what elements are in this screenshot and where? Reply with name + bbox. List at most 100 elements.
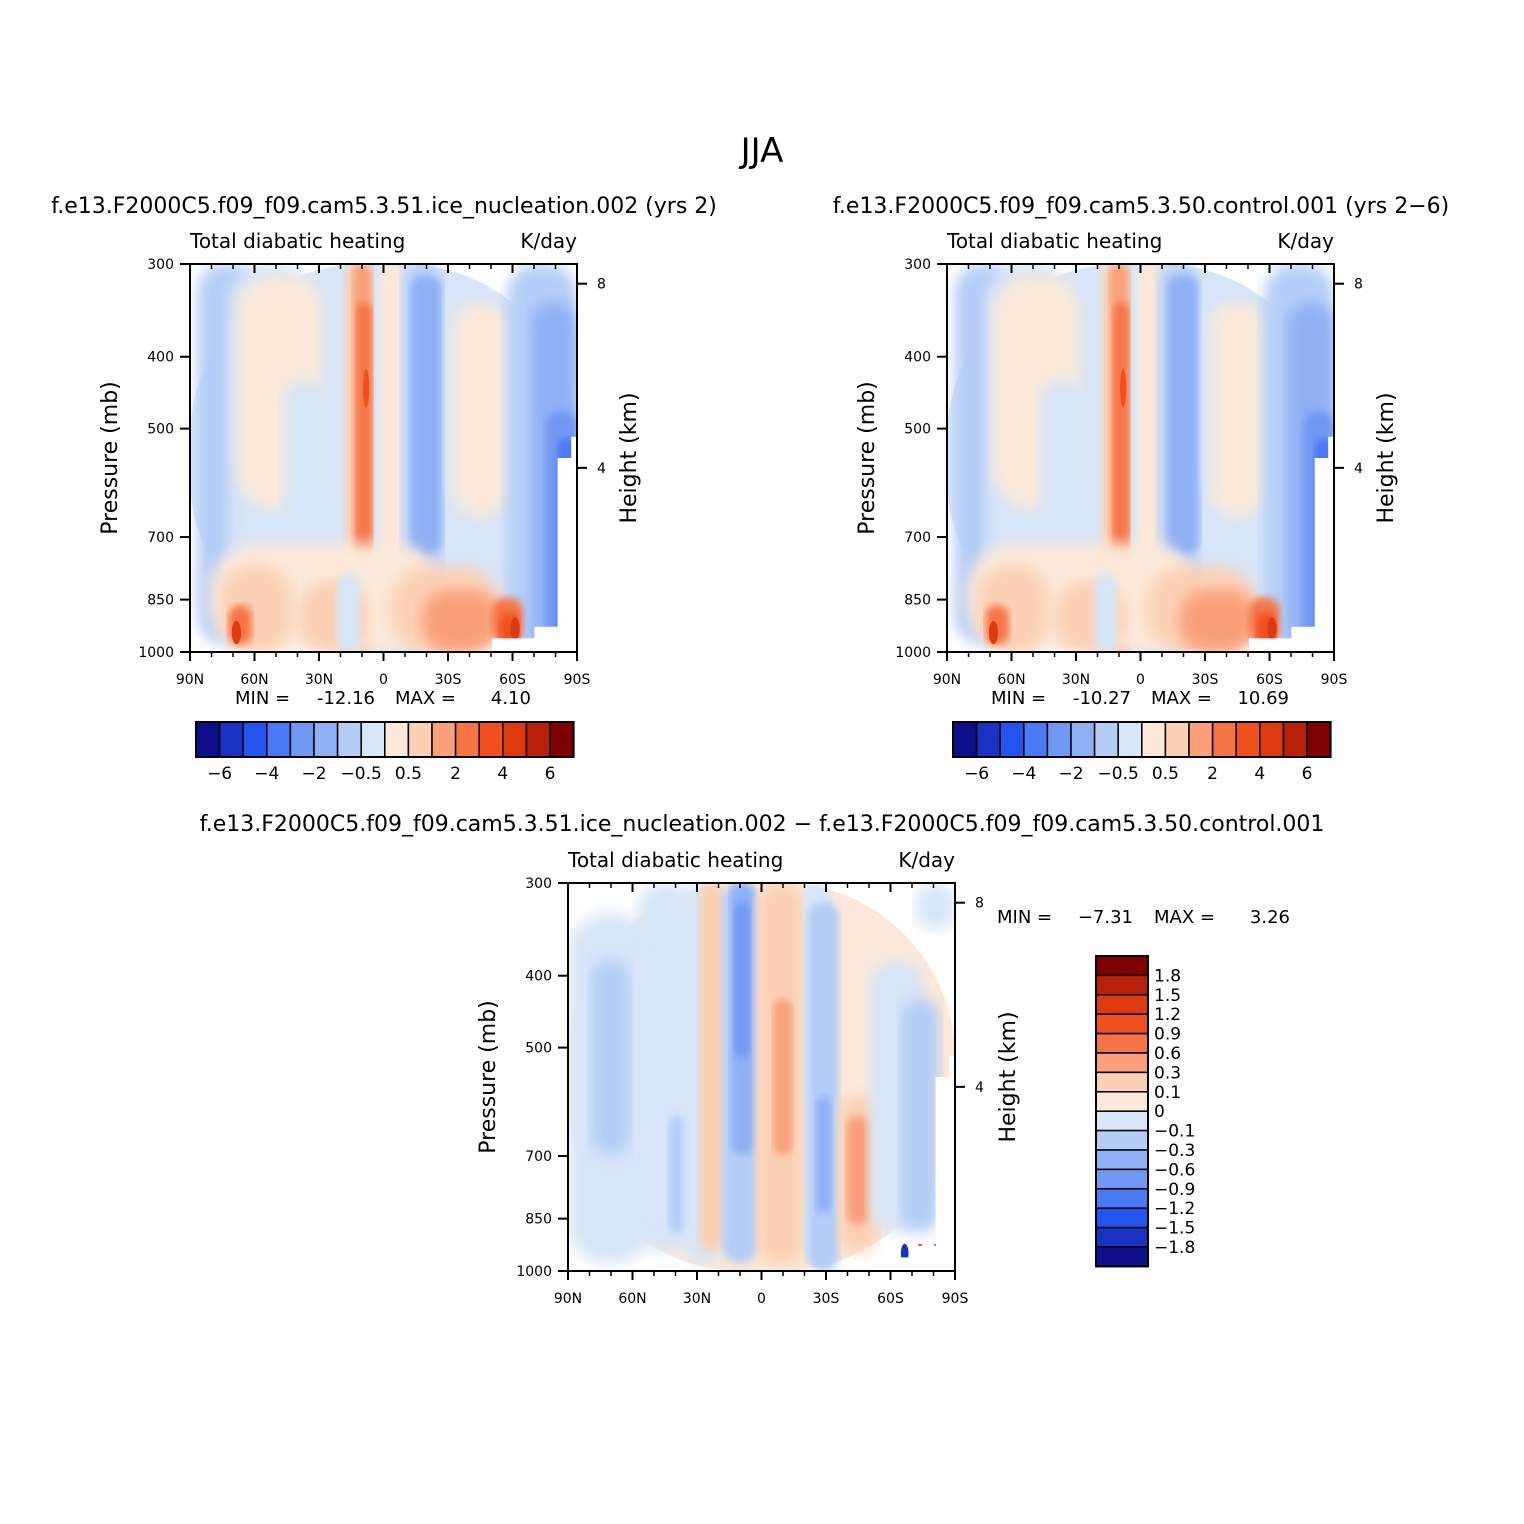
colorbar-label: 4 [1254,764,1265,784]
colorbar-box [1095,1207,1149,1229]
contour-core [510,617,520,641]
colorbar-box [1095,1013,1149,1035]
x-tick-label: 30S [1192,672,1219,688]
y-tick-label: 850 [147,593,174,609]
colorbar-label: −2 [301,764,326,784]
contour-region [1167,275,1199,555]
colorbar-box [289,721,315,758]
max-label: MAX = [1151,688,1212,709]
colorbar-label: 0 [1154,1102,1165,1122]
contour-region [773,999,793,1155]
x-tick-label: 90N [176,672,204,688]
colorbar-box [525,721,551,758]
panel-diff: f.e13.F2000C5.f09_f09.cam5.3.51.ice_nucl… [200,812,1325,1307]
colorbar-label: −0.5 [1098,764,1139,784]
contour-region [453,302,508,517]
contour-region [699,883,723,1252]
colorbar-box [360,721,386,758]
y2-tick-label: 8 [1354,277,1363,293]
colorbar-label: 4 [497,764,508,784]
stat-line: MIN = −7.31 MAX = 3.26 [997,907,1290,928]
x-tick-label: 90S [942,1291,969,1307]
colorbar-box [242,721,268,758]
contour-core [1267,617,1277,641]
contour-region [668,1115,688,1233]
colorbar-box [1259,721,1285,758]
heatmap-field [568,883,955,1271]
left-string: Total diabatic heating [189,229,405,253]
max-label: MAX = [1154,907,1215,928]
colorbar-label: −1.2 [1154,1199,1195,1219]
x-tick-label: 60S [877,1291,904,1307]
y2-axis-label: Height (km) [996,1011,1021,1142]
y-tick-label: 700 [904,530,931,546]
contour-core [988,621,999,645]
colorbar-box [502,721,528,758]
colorbar-box [1095,1246,1149,1268]
right-string: K/day [1277,229,1334,253]
stat-line: MIN = -10.27 MAX = 10.69 [991,688,1289,709]
heatmap-field [190,264,577,652]
colorbar-box [454,721,480,758]
y2-tick-label: 4 [597,461,606,477]
colorbar-label: 1.5 [1154,986,1181,1006]
y-tick-label: 850 [525,1212,552,1228]
left-string: Total diabatic heating [567,848,783,872]
colorbar-label: −1.5 [1154,1219,1195,1239]
colorbar-label: −6 [207,764,232,784]
colorbar-box [1093,721,1119,758]
x-tick-label: 90S [1321,672,1348,688]
contour-region [422,589,500,652]
colorbar-box [952,721,978,758]
y-tick-label: 400 [525,969,552,985]
colorbar-box [975,721,1001,758]
colorbar-label: 2 [450,764,461,784]
x-tick-label: 0 [1136,672,1145,688]
colorbar-label: −6 [964,764,989,784]
contour-core [1120,368,1127,408]
colorbar-box [1282,721,1308,758]
contour-region [1210,302,1265,517]
colorbar-box [1188,721,1214,758]
min-value: -10.27 [1073,688,1131,709]
colorbar-box [1141,721,1167,758]
colorbar-box [1164,721,1190,758]
colorbar-label: −0.6 [1154,1160,1195,1180]
contour-region [807,902,839,1271]
colorbar-label: −0.3 [1154,1141,1195,1161]
colorbar-frame [195,721,575,758]
y-axis-label: Pressure (mb) [98,381,123,535]
colorbar-label: −4 [1011,764,1036,784]
max-value: 10.69 [1237,688,1289,709]
y-tick-label: 850 [904,593,931,609]
y-tick-label: 1000 [516,1264,552,1280]
colorbar-label: 6 [545,764,556,784]
contour-region [1179,589,1257,652]
panel-test: f.e13.F2000C5.f09_f09.cam5.3.51.ice_nucl… [51,194,717,784]
colorbar-label: 6 [1302,764,1313,784]
colorbar-box [1095,1149,1149,1171]
x-tick-label: 0 [379,672,388,688]
colorbar-box [1211,721,1237,758]
y2-tick-label: 4 [1354,461,1363,477]
colorbar-frame [952,721,1332,758]
colorbar-box [218,721,244,758]
colorbar-box [384,721,410,758]
colorbar-box [549,721,575,758]
colorbar-box [1095,974,1149,996]
colorbar-label: −0.9 [1154,1180,1195,1200]
stat-line: MIN = -12.16 MAX = 4.10 [235,688,531,709]
y-tick-label: 700 [147,530,174,546]
x-tick-label: 60N [618,1291,646,1307]
right-string: K/day [898,848,955,872]
colorbar-box [266,721,292,758]
colorbar-label: −0.1 [1154,1122,1195,1142]
colorbar-label: 0.3 [1154,1063,1181,1083]
contour-region [282,380,330,536]
colorbar-box [1095,1091,1149,1112]
colorbar: −6 −4 −2 −0.5 0.5 2 4 6 [195,721,575,784]
contour-region [410,275,442,555]
colorbar-label: 0.5 [395,764,422,784]
colorbar-box [1095,1226,1149,1248]
